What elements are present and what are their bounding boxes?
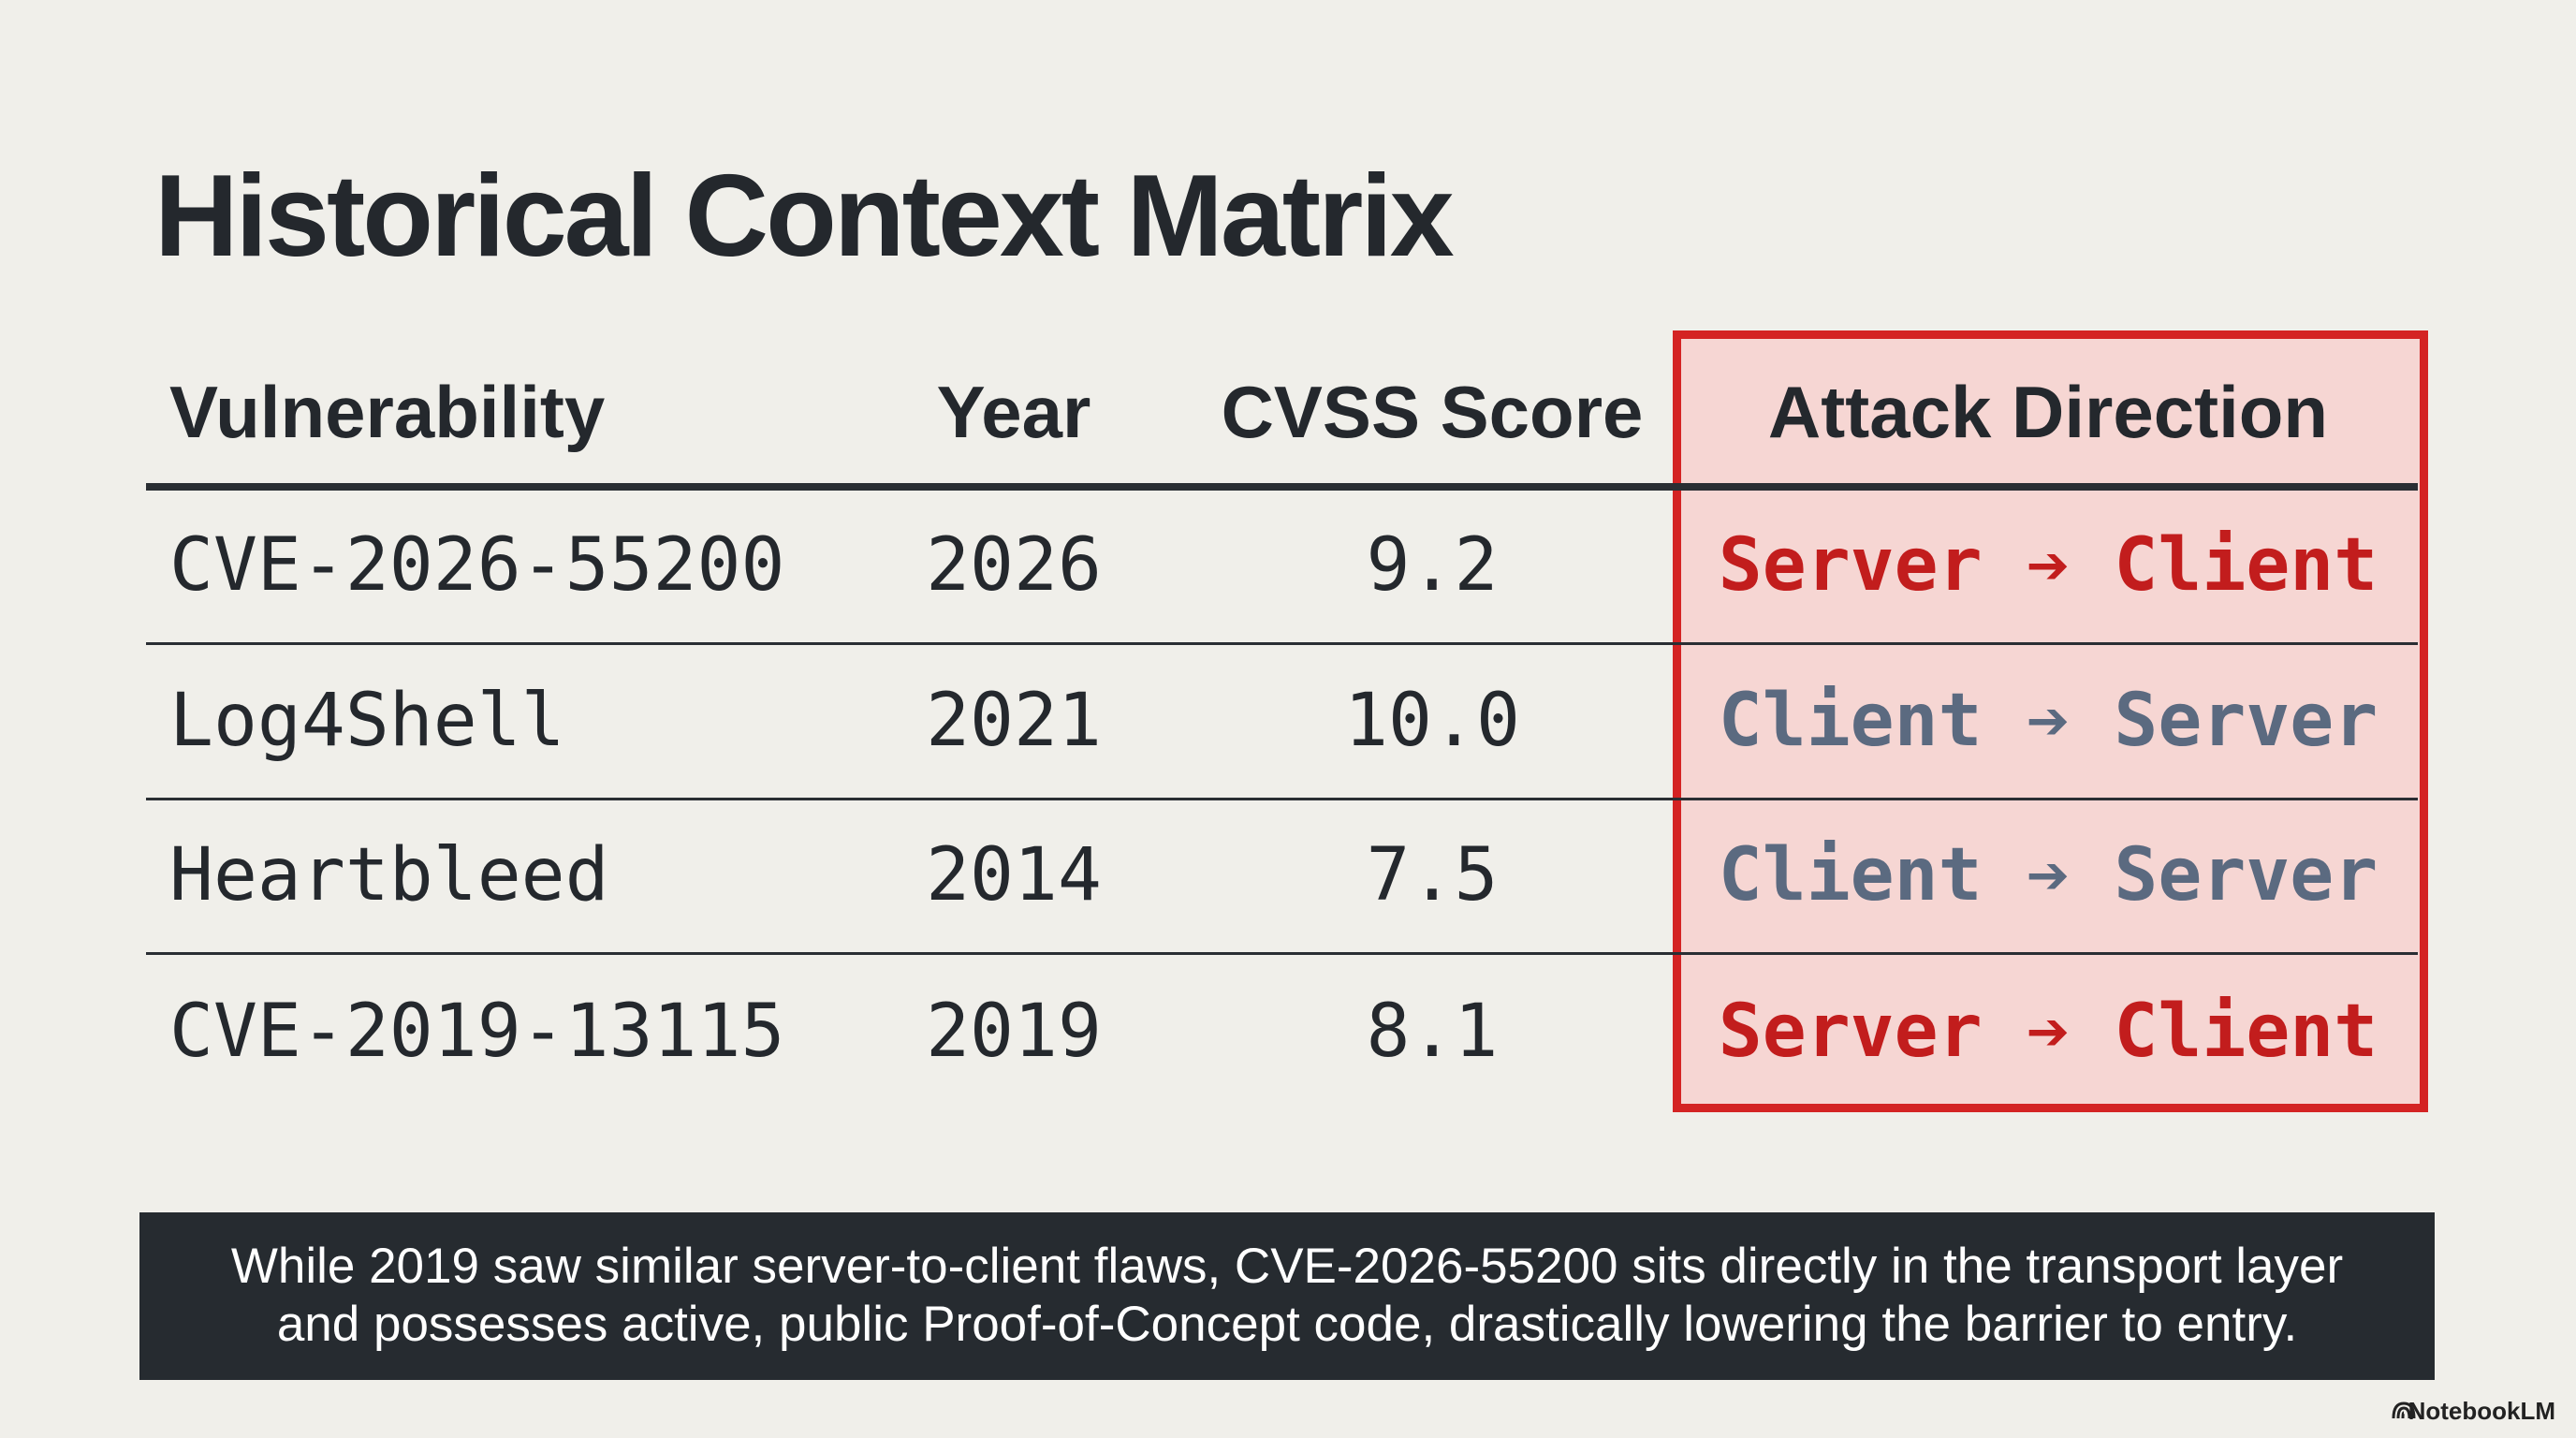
cvss-score: 9.2 bbox=[1366, 523, 1499, 608]
attack-direction: Client ➔ Server bbox=[1718, 833, 2378, 917]
row-rule bbox=[146, 952, 2418, 955]
vulnerability: CVE-2019-13115 bbox=[169, 990, 785, 1074]
watermark: NotebookLM bbox=[2408, 1397, 2555, 1425]
column-header: Attack Direction bbox=[1767, 371, 2329, 453]
title: Historical Context Matrix bbox=[154, 152, 1455, 281]
year: 2026 bbox=[926, 523, 1102, 608]
footer-text: While 2019 saw similar server-to-client … bbox=[230, 1239, 2344, 1294]
attack-direction: Server ➔ Client bbox=[1718, 990, 2378, 1074]
attack-direction: Server ➔ Client bbox=[1718, 523, 2378, 608]
column-header: Vulnerability bbox=[169, 371, 606, 453]
cvss-score: 8.1 bbox=[1366, 990, 1499, 1074]
column-header: Year bbox=[936, 371, 1091, 453]
header-rule bbox=[146, 483, 2418, 491]
year: 2019 bbox=[926, 990, 1102, 1074]
column-header: CVSS Score bbox=[1221, 371, 1644, 453]
footer-text: and possesses active, public Proof-of-Co… bbox=[276, 1297, 2298, 1352]
attack-direction: Client ➔ Server bbox=[1718, 679, 2378, 763]
footer-box bbox=[139, 1212, 2435, 1380]
row-rule bbox=[146, 642, 2418, 645]
logo-icon bbox=[2392, 1401, 2416, 1419]
year: 2021 bbox=[926, 679, 1102, 763]
cvss-score: 10.0 bbox=[1344, 679, 1520, 763]
vulnerability: Log4Shell bbox=[169, 679, 565, 763]
vulnerability: CVE-2026-55200 bbox=[169, 523, 785, 608]
highlight-box bbox=[1673, 330, 2428, 1112]
year: 2014 bbox=[926, 833, 1102, 917]
cvss-score: 7.5 bbox=[1366, 833, 1499, 917]
row-rule bbox=[146, 798, 2418, 800]
vulnerability: Heartbleed bbox=[169, 833, 609, 917]
